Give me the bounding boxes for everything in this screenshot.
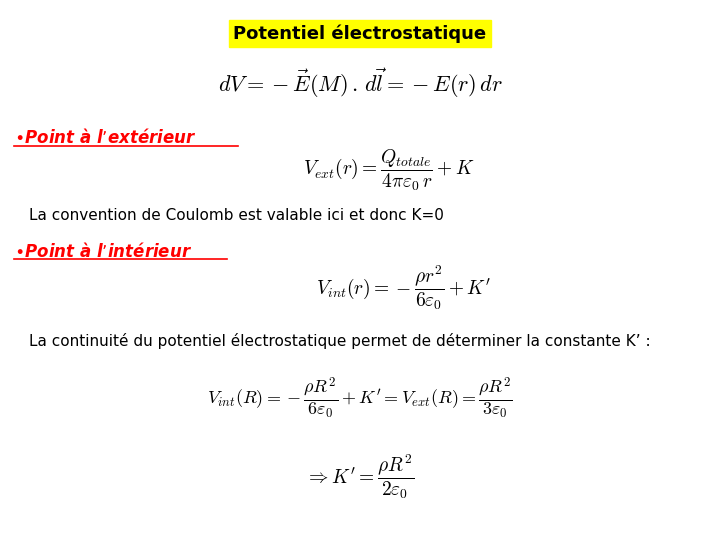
Text: $dV = -\vec{E}(M)\,.\,d\vec{l} = -E(r)\,dr$: $dV = -\vec{E}(M)\,.\,d\vec{l} = -E(r)\,… xyxy=(217,67,503,100)
Text: $V_{ext}(r) = \dfrac{Q_{totale}}{4\pi\varepsilon_0\, r} + K$: $V_{ext}(r) = \dfrac{Q_{totale}}{4\pi\va… xyxy=(303,147,474,193)
Text: $V_{int}(R) = -\dfrac{\rho R^2}{6\varepsilon_0} + K' = V_{ext}(R) = \dfrac{\rho : $V_{int}(R) = -\dfrac{\rho R^2}{6\vareps… xyxy=(207,376,513,421)
Text: La continuité du potentiel électrostatique permet de déterminer la constante K’ : La continuité du potentiel électrostatiq… xyxy=(29,333,650,349)
Text: $\Rightarrow K' = \dfrac{\rho R^2}{2\varepsilon_0}$: $\Rightarrow K' = \dfrac{\rho R^2}{2\var… xyxy=(305,452,415,501)
Text: La convention de Coulomb est valable ici et donc K=0: La convention de Coulomb est valable ici… xyxy=(29,208,444,224)
Text: $\bullet$Point à l’extérieur: $\bullet$Point à l’extérieur xyxy=(14,128,197,147)
Text: $V_{int}(r) = -\dfrac{\rho r^2}{6\varepsilon_0} + K'$: $V_{int}(r) = -\dfrac{\rho r^2}{6\vareps… xyxy=(315,263,491,312)
Text: $\bullet$Point à l’intérieur: $\bullet$Point à l’intérieur xyxy=(14,241,192,261)
Text: Potentiel électrostatique: Potentiel électrostatique xyxy=(233,24,487,43)
